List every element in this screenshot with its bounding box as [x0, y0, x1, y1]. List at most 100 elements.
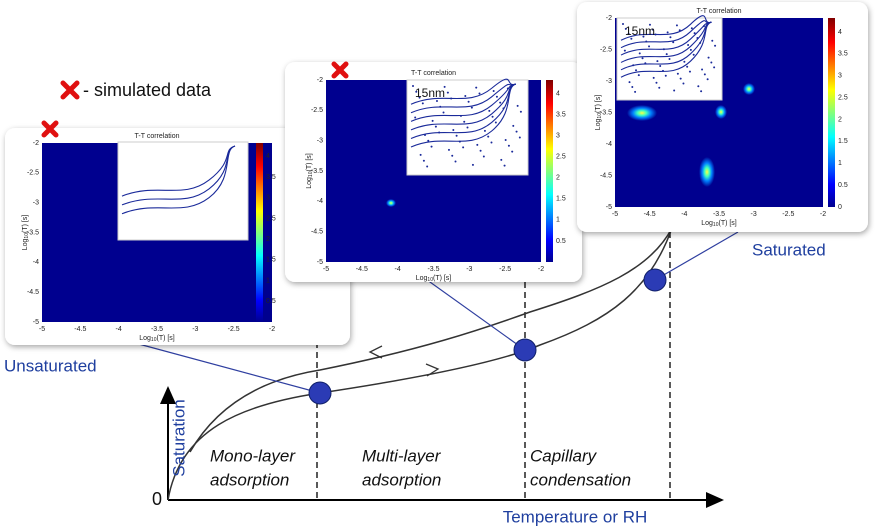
y-tick-label: -3 [317, 138, 323, 145]
pore-dot [669, 36, 671, 38]
pore-dot [711, 40, 713, 42]
origin-label: 0 [152, 489, 162, 509]
pore-dot [508, 145, 510, 147]
axis-label: Log10(T) [s] [416, 275, 452, 283]
pore-dot [520, 111, 522, 113]
pore-dot [507, 87, 509, 89]
colorbar-tick-label: 1.5 [266, 257, 276, 264]
x-tick-label: -2 [820, 211, 826, 218]
x-tick-label: -3 [751, 211, 757, 218]
label-rest: (T) [s] [718, 220, 736, 227]
colorbar-tick-label: 0 [838, 204, 842, 211]
pore-dot [492, 116, 494, 118]
pore-dot [648, 45, 650, 47]
pore-dot [663, 48, 665, 50]
pore-dot [634, 91, 636, 93]
panel-title: T-T correlation [135, 133, 180, 140]
pore-dot [659, 65, 661, 67]
x-tick-label: -3 [192, 326, 198, 333]
pore-dot [696, 37, 698, 39]
pore-dot [699, 42, 701, 44]
pore-dot [431, 146, 433, 148]
x-tick-label: -3.5 [427, 266, 439, 273]
y-tick-label: -5 [606, 204, 612, 211]
pore-dot [645, 41, 647, 43]
x-tick-label: -2 [538, 266, 544, 273]
region-label: Multi-layer [362, 446, 442, 465]
y-tick-label: -2.5 [27, 170, 39, 177]
pore-dot [710, 62, 712, 64]
colorbar-tick-label: 4 [556, 90, 560, 97]
y-tick-label: -2 [606, 15, 612, 22]
x-tick-label: -4.5 [644, 211, 656, 218]
x-tick-label: -4 [116, 326, 122, 333]
pore-dot [478, 92, 480, 94]
x-tick-label: -3.5 [713, 211, 725, 218]
y-tick-label: -2 [317, 77, 323, 84]
y-tick-label: -5 [33, 319, 39, 326]
colorbar-tick-label: 1.5 [838, 138, 848, 145]
heatmap-peak [715, 105, 727, 119]
pore-dot [476, 144, 478, 146]
pore-dot [412, 85, 414, 87]
y-tick-label: -3 [33, 200, 39, 207]
x-tick-label: -4 [681, 211, 687, 218]
pore-dot [450, 97, 452, 99]
colorbar [546, 80, 553, 262]
pore-dot [519, 136, 521, 138]
x-tick-label: -2 [269, 326, 275, 333]
pore-dot [516, 131, 518, 133]
label-rest: (T) [s] [595, 95, 602, 113]
pore-dot [505, 139, 507, 141]
pore-dot [504, 165, 506, 167]
pore-dot [655, 82, 657, 84]
pore-dot [472, 164, 474, 166]
colorbar-tick-label: 2.5 [838, 94, 848, 101]
y-tick-label: -2.5 [311, 107, 323, 114]
pore-dot [683, 61, 685, 63]
pore-dot [422, 102, 424, 104]
correlation-panel: T-T correlation-5-4.5-4-3.5-3-2.5-2-2-2.… [285, 62, 582, 283]
pore-dot [694, 32, 696, 34]
colorbar-tick-label: 3 [556, 132, 560, 139]
pore-dot [693, 54, 695, 56]
pore-dot [677, 73, 679, 75]
colorbar-tick-label: 0.5 [556, 238, 566, 245]
x-tick-label: -2.5 [499, 266, 511, 273]
y-tick-label: -4.5 [600, 172, 612, 179]
inset-label: 15nm [415, 86, 445, 100]
y-tick-label: -4 [606, 141, 612, 148]
pore-dot [447, 92, 449, 94]
colorbar-tick-label: 0.5 [838, 182, 848, 189]
correlation-panel: T-T correlation-5-4.5-4-3.5-3-2.5-2-2-2.… [577, 2, 868, 232]
pore-dot [471, 107, 473, 109]
pore-dot [700, 90, 702, 92]
label-rest: (T) [s] [306, 153, 313, 171]
saturated-label: Saturated [752, 240, 826, 259]
y-tick-label: -2.5 [600, 46, 612, 53]
heatmap-peak [743, 83, 755, 95]
x-tick-label: -3 [466, 266, 472, 273]
colorbar-tick-label: 2.5 [556, 154, 566, 161]
pore-dot [451, 155, 453, 157]
state-dot [644, 269, 666, 291]
pore-dot [512, 125, 514, 127]
pore-dot [423, 160, 425, 162]
pore-dot [662, 70, 664, 72]
label-rest: (T) [s] [156, 335, 174, 342]
pore-dot [624, 50, 626, 52]
label-rest: (T) [s] [433, 275, 451, 282]
pore-dot [632, 64, 634, 66]
region-label: Mono-layer [210, 446, 296, 465]
pore-dot [483, 156, 485, 158]
pore-dot [690, 49, 692, 51]
pore-dot [644, 62, 646, 64]
legend: - simulated data [63, 80, 212, 100]
y-tick-label: -4 [317, 198, 323, 205]
pointer [135, 343, 320, 393]
heatmap-peak [699, 157, 715, 187]
pore-dot [452, 129, 454, 131]
x-tick-label: -3.5 [151, 326, 163, 333]
pore-dot [464, 95, 466, 97]
pore-dot [435, 126, 437, 128]
